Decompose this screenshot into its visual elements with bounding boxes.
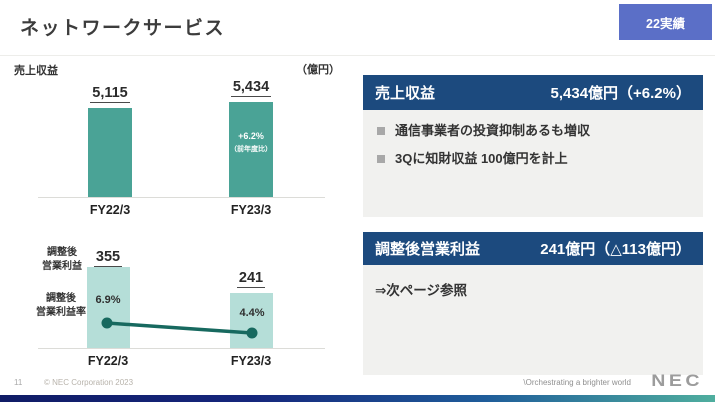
profit-rate-fy23: 4.4% xyxy=(239,307,265,319)
profit-axis-label: 調整後 営業利益 xyxy=(42,247,82,272)
profit-cat-fy22: FY22/3 xyxy=(87,354,129,368)
profit-bar-fy23 xyxy=(230,293,273,348)
profit-panel-body: ⇒次ページ参照 xyxy=(363,265,703,375)
profit-panel-header: 調整後営業利益 241億円（△113億円） xyxy=(363,232,703,265)
profit-value-fy22: 355 xyxy=(93,249,123,267)
revenue-bar-fy22 xyxy=(88,108,132,197)
revenue-chart-title: 売上収益 xyxy=(14,65,58,77)
revenue-panel-title: 売上収益 xyxy=(375,85,436,102)
square-bullet-icon xyxy=(377,127,385,135)
title-divider xyxy=(0,55,715,56)
page-number: 11 xyxy=(14,378,23,387)
revenue-panel-value: 5,434億円（+6.2%） xyxy=(550,85,692,102)
square-bullet-icon xyxy=(377,154,385,163)
profit-value-fy23: 241 xyxy=(236,270,266,288)
next-page-note: ⇒次ページ参照 xyxy=(375,283,468,298)
profit-panel-title: 調整後営業利益 xyxy=(375,241,481,258)
profit-rate-axis-label: 調整後 営業利益率 xyxy=(36,293,86,318)
revenue-growth-note: +6.2% xyxy=(238,131,264,141)
profit-panel-value: 241億円（△113億円） xyxy=(540,241,691,258)
revenue-panel-body: 通信事業者の投資抑制あるも増収 3Qに知財収益 100億円を計上 xyxy=(363,110,703,217)
profit-bar-fy22 xyxy=(87,267,130,348)
status-badge: 22実績 xyxy=(619,4,712,40)
brand-tagline: \Orchestrating a brighter world xyxy=(523,378,631,387)
chart-unit-label: （億円） xyxy=(296,64,340,76)
profit-rate-fy22: 6.9% xyxy=(95,294,121,306)
revenue-bar-fy23 xyxy=(229,102,273,197)
bullet-item: 通信事業者の投資抑制あるも増収 xyxy=(375,122,691,141)
revenue-panel-header: 売上収益 5,434億円（+6.2%） xyxy=(363,75,703,110)
revenue-value-fy22: 5,115 xyxy=(90,85,130,103)
profit-axis-line xyxy=(38,348,325,349)
page-title: ネットワークサービス xyxy=(20,18,226,39)
revenue-value-fy23: 5,434 xyxy=(230,79,272,97)
bullet-item: 3Qに知財収益 100億円を計上 xyxy=(375,150,691,169)
revenue-growth-note-sub: （前年度比） xyxy=(230,146,272,153)
bottom-gradient-bar xyxy=(0,395,715,402)
profit-cat-fy23: FY23/3 xyxy=(230,354,272,368)
revenue-cat-fy22: FY22/3 xyxy=(89,203,131,217)
nec-logo: NEC xyxy=(651,371,703,390)
revenue-axis-line xyxy=(38,197,325,198)
copyright: © NEC Corporation 2023 xyxy=(44,378,134,387)
revenue-cat-fy23: FY23/3 xyxy=(230,203,272,217)
